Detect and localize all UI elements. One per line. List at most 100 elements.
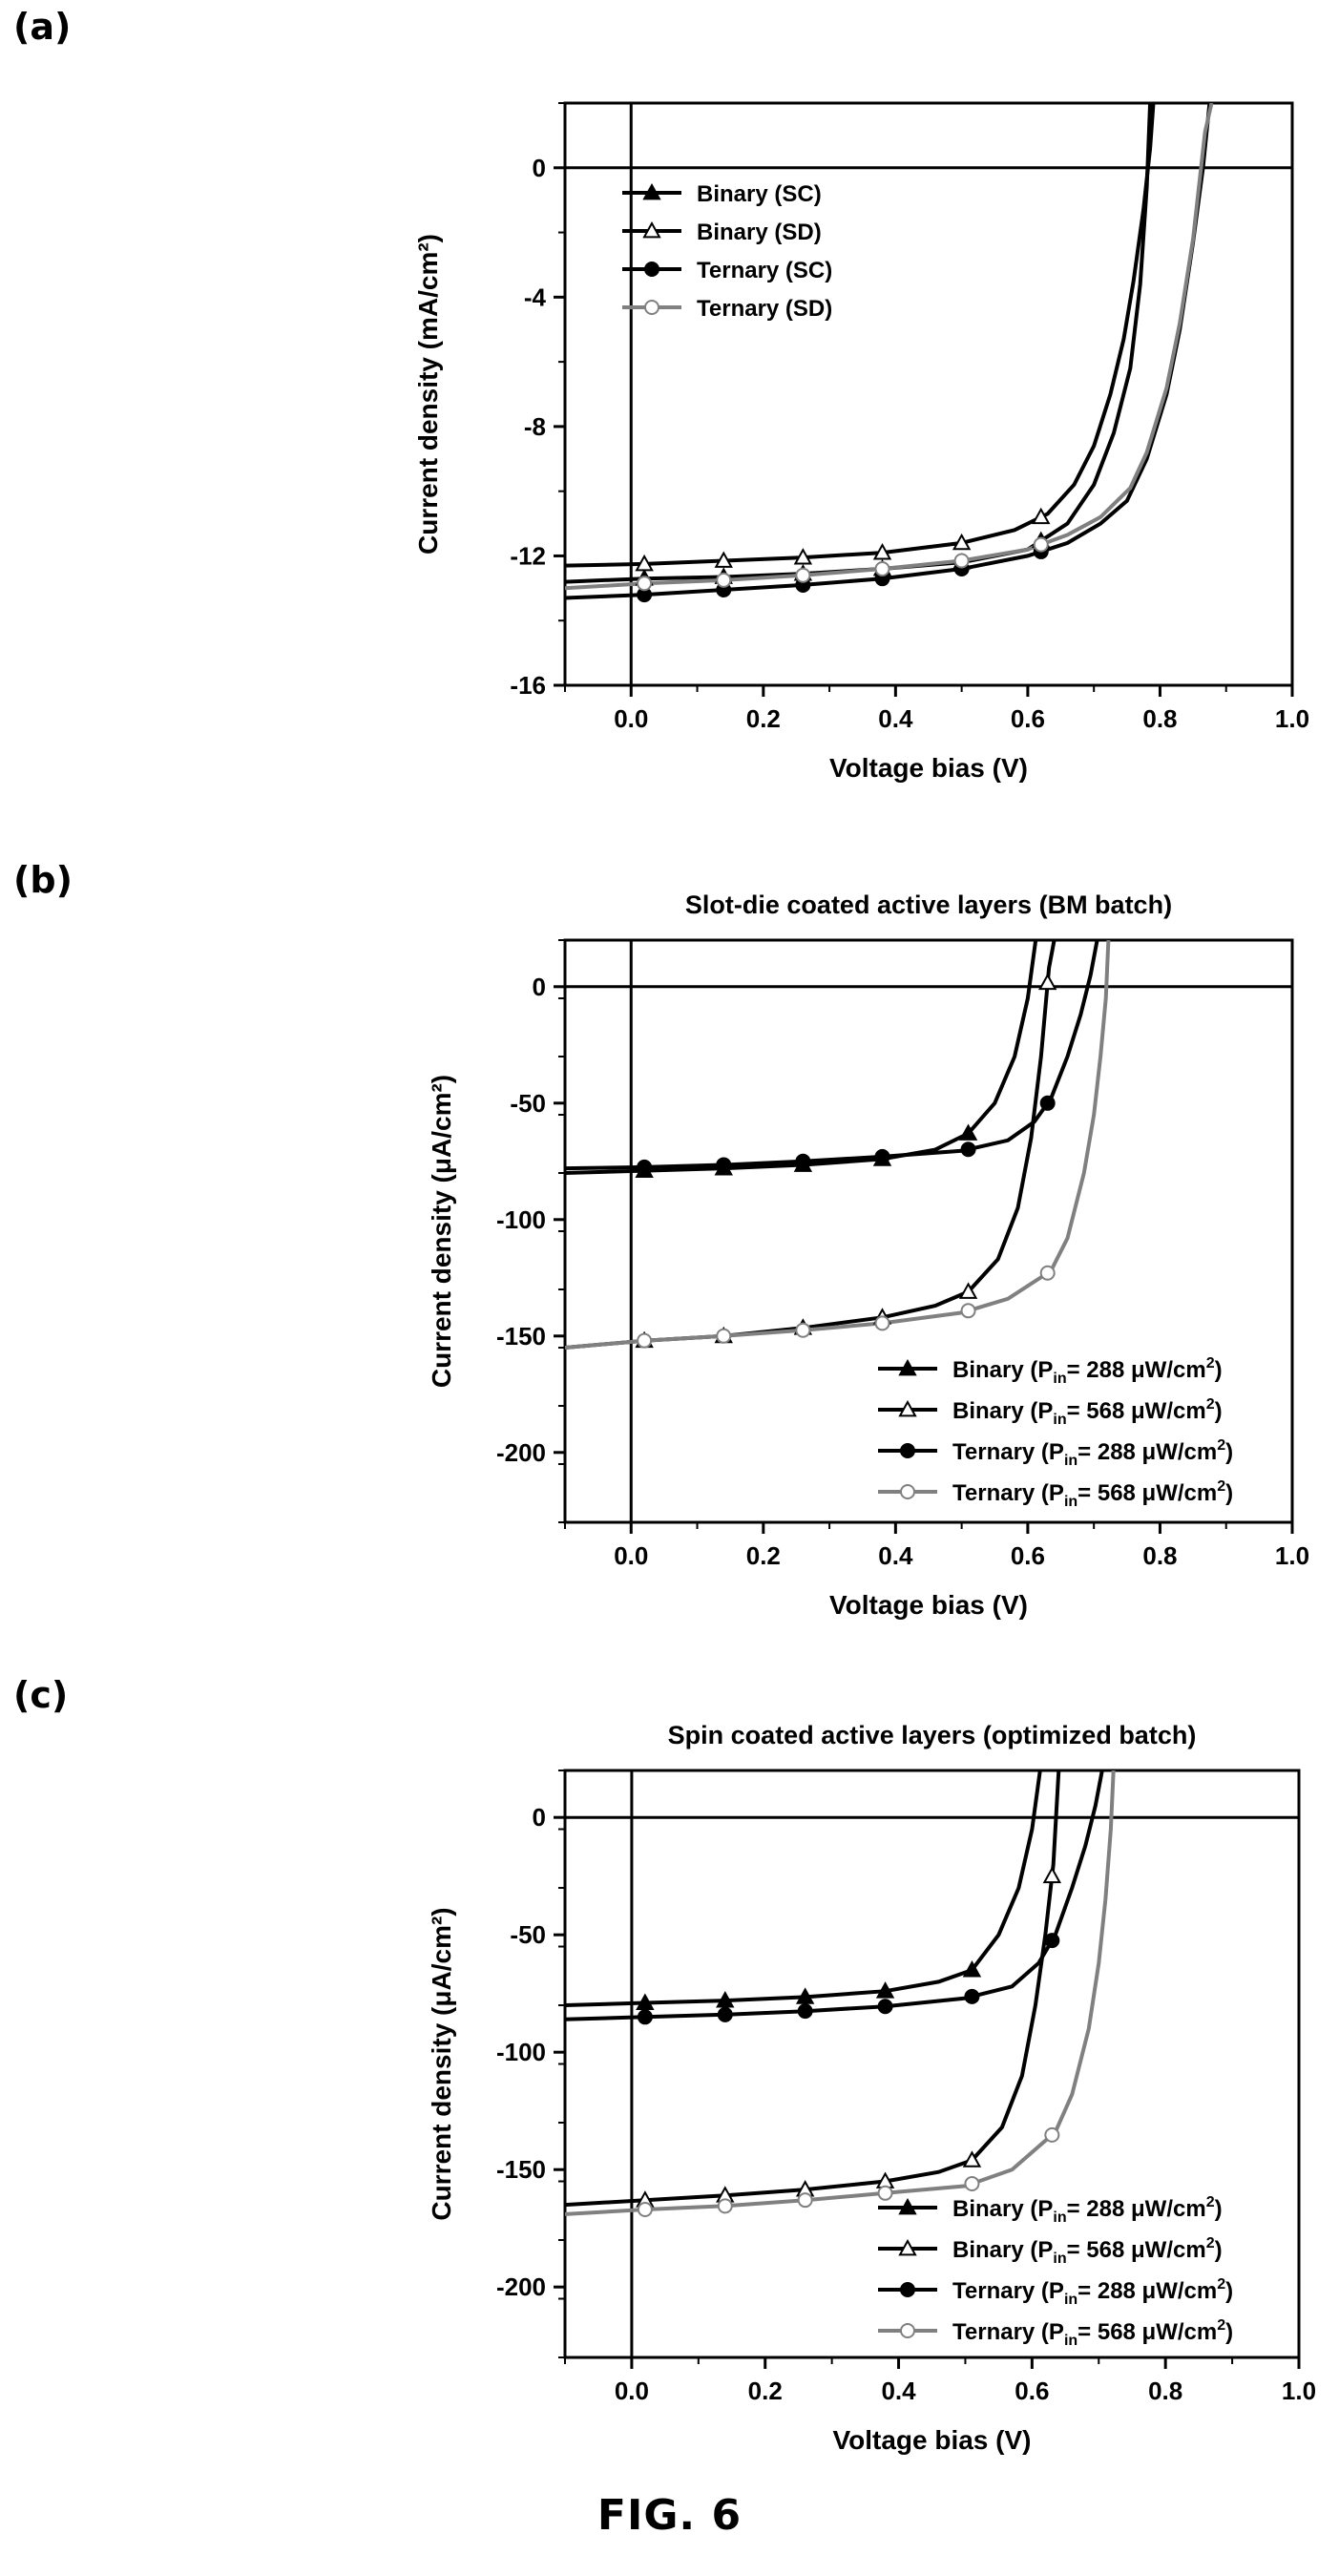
y-tick-label: -50 [510, 1089, 546, 1118]
data-point-marker [960, 1141, 976, 1158]
chart-title: Slot-die coated active layers (BM batch) [685, 890, 1172, 919]
x-tick-label: 0.2 [746, 1541, 781, 1570]
x-tick-label: 0.6 [1011, 1541, 1045, 1570]
series-line [565, 940, 1111, 1350]
x-tick-label: 0.0 [614, 1541, 648, 1570]
y-tick-label: -16 [510, 671, 546, 700]
data-point-marker [1042, 1866, 1062, 1884]
series-line [565, 103, 1153, 584]
legend-label: Binary (SD) [697, 220, 822, 245]
legend-marker [898, 2197, 917, 2215]
series-line [565, 103, 1156, 568]
y-tick-label: -200 [496, 2272, 546, 2301]
data-point-marker [958, 1282, 978, 1299]
data-point-marker [637, 2202, 653, 2218]
x-tick-label: 0.2 [746, 704, 781, 733]
legend-label: Ternary (SD) [697, 296, 832, 322]
series-line [565, 1770, 1116, 2216]
y-tick-label: -200 [496, 1438, 546, 1467]
x-tick-label: 0.8 [1148, 2377, 1182, 2405]
panel-a-label: (a) [13, 6, 72, 48]
legend-marker [900, 1484, 915, 1499]
legend-label: Ternary (Pin= 288 μW/cm2) [952, 2276, 1233, 2308]
y-tick-label: 0 [533, 1803, 546, 1832]
y-tick-label: -150 [496, 1322, 546, 1351]
legend-marker [644, 300, 659, 315]
x-tick-label: 0.6 [1015, 2377, 1049, 2405]
legend-marker [900, 1443, 915, 1458]
x-axis-label: Voltage bias (V) [829, 1590, 1028, 1620]
y-tick-label: -8 [524, 412, 546, 441]
x-tick-label: 0.6 [1011, 704, 1045, 733]
data-point-marker [962, 2150, 982, 2168]
data-point-marker [875, 1981, 895, 1999]
legend-label: Binary (Pin= 568 μW/cm2) [952, 2235, 1223, 2267]
x-tick-label: 0.4 [878, 1541, 913, 1570]
y-tick-label: -100 [496, 2038, 546, 2066]
x-tick-label: 1.0 [1282, 2377, 1316, 2405]
y-tick-label: -150 [496, 2155, 546, 2184]
data-point-marker [877, 2185, 893, 2201]
figure-label: FIG. 6 [596, 2491, 743, 2540]
data-point-marker [962, 1960, 982, 1978]
legend-label: Binary (Pin= 568 μW/cm2) [952, 1396, 1223, 1428]
data-point-marker [797, 2192, 813, 2209]
data-point-marker [716, 1157, 732, 1173]
legend-marker [900, 2282, 915, 2297]
data-point-marker [1044, 2126, 1060, 2143]
legend-label: Binary (SC) [697, 181, 822, 207]
data-point-marker [637, 576, 653, 592]
data-point-marker [872, 542, 892, 560]
panel-b-label: (b) [13, 859, 73, 901]
x-tick-label: 0.0 [615, 2377, 649, 2405]
data-point-marker [1037, 973, 1057, 991]
data-point-marker [717, 2006, 733, 2022]
data-point-marker [874, 1315, 890, 1331]
series-line [565, 1770, 1104, 2021]
legend-marker [898, 1358, 917, 1376]
x-axis-label: Voltage bias (V) [833, 2425, 1032, 2455]
series-group [565, 1770, 1116, 2218]
data-point-marker [1033, 536, 1049, 553]
y-tick-label: 0 [533, 154, 546, 182]
series-group [565, 940, 1111, 1350]
data-point-marker [716, 1991, 735, 2008]
data-point-marker [635, 554, 654, 572]
y-tick-label: -12 [510, 541, 546, 570]
legend-label: Binary (Pin= 288 μW/cm2) [952, 1355, 1223, 1387]
y-axis-label: Current density (μA/cm²) [427, 1075, 456, 1388]
data-point-marker [637, 1159, 653, 1175]
data-point-marker [714, 551, 733, 568]
y-axis-label: Current density (mA/cm²) [413, 234, 443, 555]
panel-c-label: (c) [13, 1674, 69, 1716]
data-point-marker [877, 1999, 893, 2015]
data-point-marker [874, 1148, 890, 1164]
x-tick-label: 1.0 [1275, 1541, 1309, 1570]
x-tick-label: 0.0 [614, 704, 648, 733]
data-point-marker [874, 561, 890, 576]
x-axis-label: Voltage bias (V) [829, 753, 1028, 783]
data-point-marker [1044, 1933, 1060, 1949]
plot-frame [563, 101, 1294, 687]
series-group [565, 103, 1214, 603]
data-point-marker [637, 1332, 653, 1349]
data-point-marker [795, 567, 811, 583]
data-point-marker [716, 1328, 732, 1344]
data-point-marker [960, 1303, 976, 1319]
data-point-marker [797, 2003, 813, 2020]
y-tick-label: -50 [510, 1920, 546, 1949]
legend-label: Ternary (SC) [697, 258, 832, 283]
x-tick-label: 0.8 [1142, 1541, 1177, 1570]
y-tick-label: -100 [496, 1205, 546, 1234]
legend: Binary (SC) Binary (SD) Ternary (SC) Ternar… [622, 181, 832, 322]
x-tick-label: 0.8 [1142, 704, 1177, 733]
y-tick-label: -4 [524, 283, 547, 311]
data-point-marker [964, 1988, 980, 2004]
legend-marker [642, 182, 661, 200]
data-point-marker [952, 533, 972, 551]
x-tick-label: 1.0 [1275, 704, 1309, 733]
legend-marker [642, 220, 661, 239]
legend-label: Ternary (Pin= 568 μW/cm2) [952, 2317, 1233, 2349]
